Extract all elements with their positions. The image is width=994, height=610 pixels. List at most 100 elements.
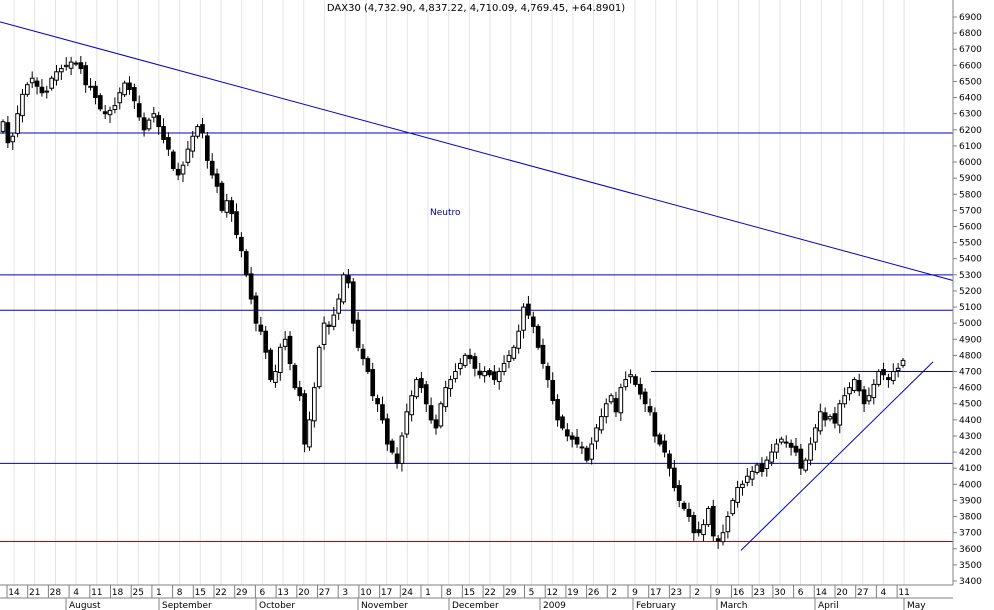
x-tick-label: 12 bbox=[546, 588, 557, 598]
month-label: October bbox=[259, 601, 295, 610]
candles bbox=[0, 55, 906, 549]
y-tick-label: 6500 bbox=[959, 77, 982, 87]
y-tick-label: 5500 bbox=[959, 239, 982, 249]
y-tick-label: 6200 bbox=[959, 126, 982, 136]
candle bbox=[175, 162, 181, 181]
candle bbox=[652, 407, 658, 443]
candle bbox=[628, 369, 633, 384]
candle bbox=[579, 441, 585, 455]
candle bbox=[817, 403, 823, 435]
candle bbox=[745, 468, 750, 487]
candle bbox=[842, 387, 847, 408]
candle bbox=[268, 347, 273, 382]
candle bbox=[876, 369, 882, 387]
candle bbox=[132, 83, 137, 110]
candle bbox=[282, 331, 288, 351]
candle bbox=[457, 358, 463, 376]
candle bbox=[209, 153, 215, 179]
candle bbox=[205, 132, 210, 169]
y-tick-label: 6800 bbox=[959, 29, 982, 39]
candle bbox=[813, 424, 818, 451]
x-tick-label: 30 bbox=[774, 588, 786, 598]
candle bbox=[715, 534, 721, 549]
x-tick-label: 15 bbox=[195, 588, 206, 598]
candle bbox=[526, 295, 531, 319]
y-tick-label: 4600 bbox=[959, 384, 982, 394]
y-tick-label: 5300 bbox=[959, 271, 982, 281]
candle bbox=[706, 506, 711, 528]
x-tick-label: 5 bbox=[529, 588, 535, 598]
candle bbox=[229, 196, 234, 222]
candle bbox=[433, 414, 439, 435]
chart-title: DAX30 (4,732.90, 4,837.22, 4,710.09, 4,7… bbox=[327, 3, 625, 14]
candle bbox=[239, 232, 244, 258]
x-tick-label: 4 bbox=[881, 588, 887, 598]
candle bbox=[492, 365, 497, 385]
y-tick-label: 3900 bbox=[959, 496, 982, 506]
x-tick-label: 17 bbox=[381, 588, 392, 598]
candle bbox=[448, 375, 453, 397]
candle bbox=[355, 312, 361, 352]
candle bbox=[565, 423, 570, 442]
candle bbox=[754, 462, 760, 475]
month-label: September bbox=[162, 601, 212, 610]
x-tick-label: 13 bbox=[277, 588, 288, 598]
candle bbox=[375, 394, 380, 412]
candle bbox=[764, 456, 770, 477]
candle bbox=[535, 323, 541, 350]
horizontal-levels bbox=[0, 132, 953, 543]
candle bbox=[584, 445, 590, 463]
candle bbox=[5, 115, 11, 149]
candle bbox=[326, 321, 332, 335]
y-tick-label: 4400 bbox=[959, 416, 982, 426]
x-tick-label: 11 bbox=[898, 588, 909, 598]
y-tick-label: 4500 bbox=[959, 400, 982, 410]
neutro-annotation: Neutro bbox=[430, 208, 461, 218]
candle bbox=[258, 316, 264, 336]
x-tick-label: 15 bbox=[464, 588, 475, 598]
candle bbox=[560, 414, 565, 431]
y-tick-label: 6000 bbox=[959, 158, 982, 168]
month-label: 2009 bbox=[543, 601, 566, 610]
candle bbox=[555, 394, 560, 427]
candle bbox=[759, 457, 765, 477]
candle bbox=[59, 64, 64, 81]
y-tick-label: 3400 bbox=[959, 577, 982, 587]
candle bbox=[107, 106, 113, 123]
candle bbox=[550, 372, 556, 405]
candle bbox=[146, 117, 152, 132]
x-tick-label: 1 bbox=[425, 588, 431, 598]
y-tick-label: 5200 bbox=[959, 287, 982, 297]
y-tick-label: 6600 bbox=[959, 61, 982, 71]
candle bbox=[603, 398, 609, 424]
candle bbox=[774, 438, 779, 459]
candle bbox=[788, 439, 794, 456]
x-tick-label: 20 bbox=[298, 588, 310, 598]
x-tick-label: 14 bbox=[816, 588, 828, 598]
candle bbox=[292, 362, 298, 391]
candle bbox=[409, 390, 414, 422]
candle bbox=[516, 324, 522, 354]
x-tick-label: 28 bbox=[50, 588, 62, 598]
candle bbox=[273, 364, 278, 388]
candle bbox=[195, 124, 200, 139]
candle bbox=[890, 363, 896, 385]
candle bbox=[667, 450, 672, 477]
candle bbox=[530, 311, 536, 334]
candle bbox=[248, 267, 254, 305]
month-label: April bbox=[818, 601, 839, 610]
month-label: August bbox=[69, 601, 101, 610]
x-tick-label: 23 bbox=[671, 588, 682, 598]
candle bbox=[307, 411, 312, 451]
candle bbox=[900, 357, 906, 368]
candle bbox=[443, 380, 449, 412]
y-tick-label: 5000 bbox=[959, 319, 982, 329]
candle bbox=[881, 362, 886, 381]
candle bbox=[472, 352, 478, 377]
y-tick-label: 4700 bbox=[959, 368, 982, 378]
candle bbox=[277, 343, 283, 381]
candle bbox=[647, 398, 653, 416]
candle bbox=[350, 278, 356, 332]
candle bbox=[521, 303, 526, 339]
